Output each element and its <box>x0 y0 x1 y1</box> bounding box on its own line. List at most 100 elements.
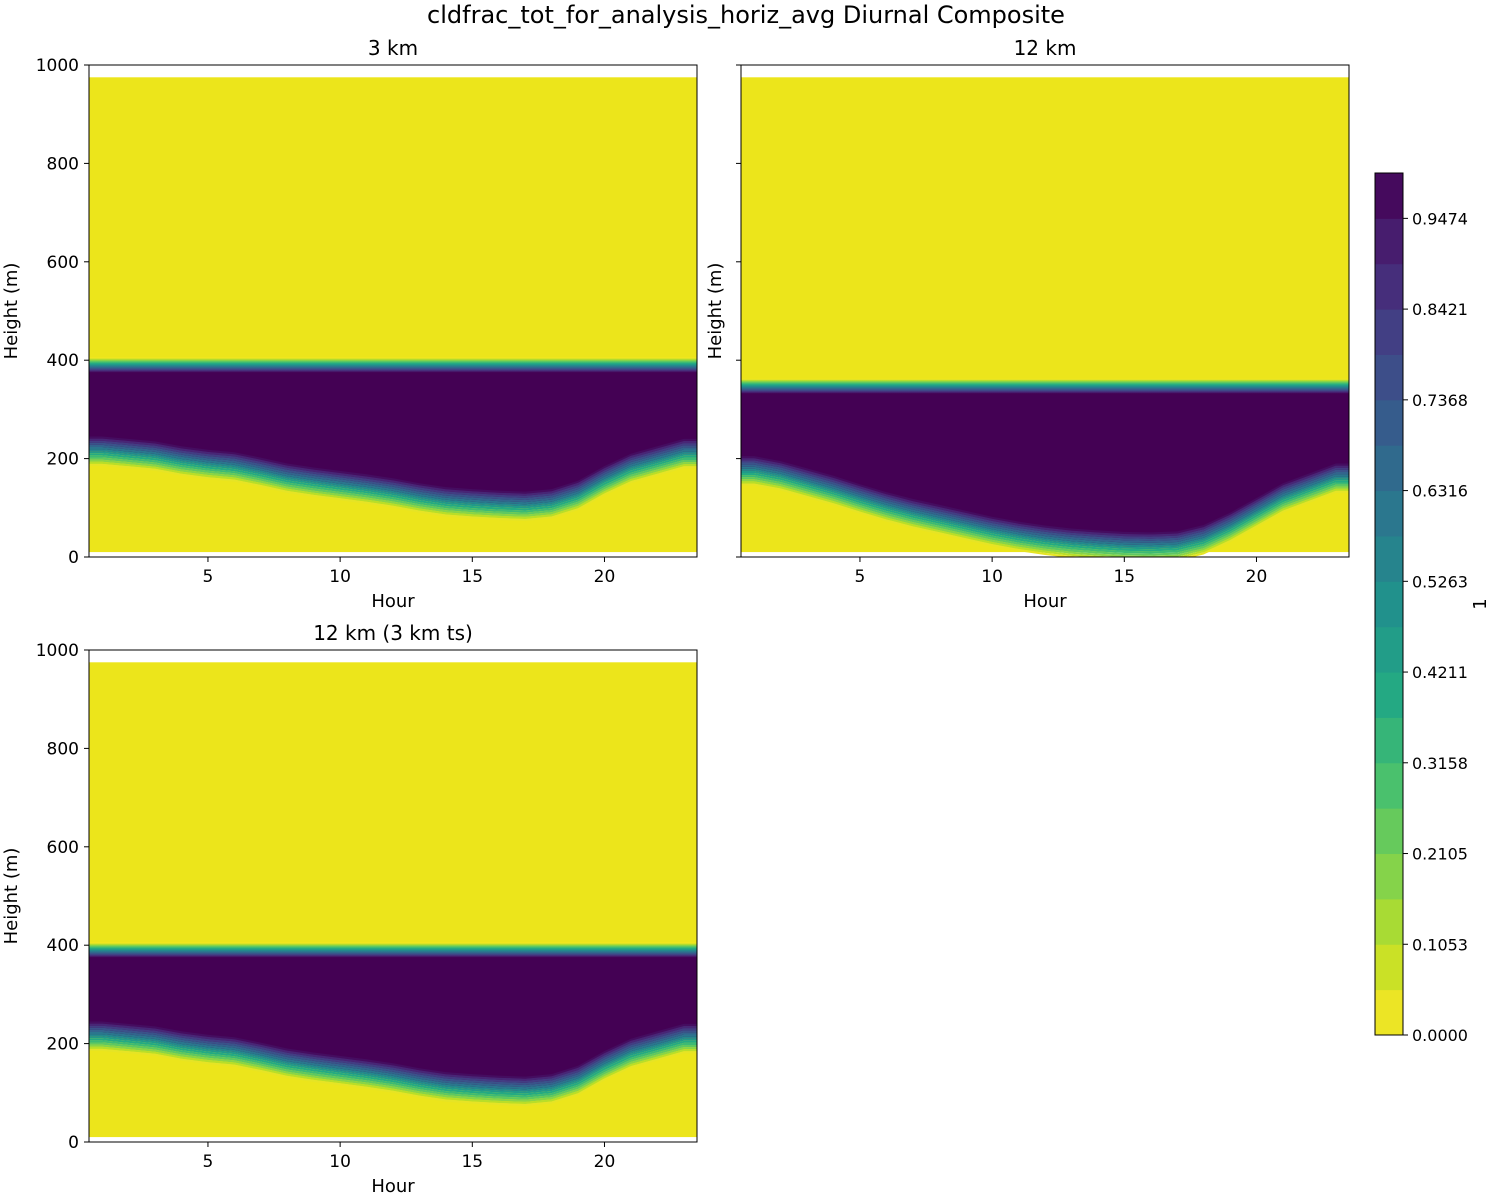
cloud-base-band <box>89 1025 697 1083</box>
colorbar-band <box>1375 853 1403 900</box>
cloud-base-band <box>89 463 697 522</box>
suptitle: cldfrac_tot_for_analysis_horiz_avg Diurn… <box>427 1 1065 29</box>
cloud-base-band <box>89 444 697 503</box>
y-axis-label: Height (m) <box>1 848 22 945</box>
x-axis-label: Hour <box>1023 591 1067 612</box>
colorbar-band <box>1375 354 1403 401</box>
y-tick-label: 0 <box>68 548 79 568</box>
x-tick-label: 10 <box>329 1152 351 1172</box>
cloud-base-band <box>89 1029 697 1088</box>
colorbar-band <box>1375 989 1403 1036</box>
cloud-top-transition <box>89 357 697 373</box>
axes-frame <box>740 64 1350 558</box>
colorbar-frame <box>1374 172 1404 1036</box>
x-tick-label: 10 <box>981 567 1003 587</box>
cloud-base-band <box>89 449 697 507</box>
cloud-base-band <box>89 1036 697 1094</box>
colorbar-band <box>1375 535 1403 582</box>
cloud-base-band <box>89 1023 697 1081</box>
y-axis-label: Height (m) <box>705 263 726 360</box>
colorbar-tick-label: 0.9474 <box>1412 209 1468 228</box>
y-tick-label: 200 <box>47 450 79 470</box>
y-tick-label: 800 <box>47 154 79 174</box>
y-tick-label: 1000 <box>36 56 79 76</box>
cloud-base-band <box>89 442 697 500</box>
colorbar-band <box>1375 626 1403 673</box>
colorbar-tick-label: 0.5263 <box>1412 572 1468 591</box>
cloud-base-band <box>89 436 697 494</box>
colorbar-band <box>1375 309 1403 355</box>
colorbar-tick-label: 0.6316 <box>1412 482 1468 501</box>
colorbar-tick-label: 0.0000 <box>1412 1026 1468 1045</box>
cloud-base-band <box>89 440 697 498</box>
cloud-base-band <box>89 1021 697 1079</box>
panel-3: 12 km (3 km ts)5 10 15 2002004006008001000H… <box>1 621 698 1197</box>
colorbar-tick-label: 0.4211 <box>1412 663 1468 682</box>
x-tick-label: 10 <box>329 567 351 587</box>
cloud-base-band <box>89 1044 697 1102</box>
cloud-top-transition <box>741 378 1349 394</box>
colorbar-tick-label: 0.7368 <box>1412 391 1468 410</box>
panel-title: 12 km (3 km ts) <box>313 621 473 645</box>
y-tick-label: 600 <box>47 838 79 858</box>
y-tick-label: 400 <box>47 351 79 371</box>
colorbar: 0.0000 0.1053 0.2105 0.3158 0.4211 0.5263 0.63… <box>1374 172 1491 1045</box>
x-tick-label: 15 <box>461 567 483 587</box>
cloud-base-band <box>89 451 697 509</box>
y-tick-label: 600 <box>47 253 79 273</box>
colorbar-band <box>1375 808 1403 855</box>
x-tick-label: 5 <box>203 567 214 587</box>
x-tick-label: 20 <box>594 1152 616 1172</box>
cloud-base-band <box>89 1040 697 1098</box>
colorbar-band <box>1375 717 1403 764</box>
colorbar-band <box>1375 672 1403 718</box>
cloud-base-band <box>89 461 697 519</box>
axes-frame <box>88 64 698 558</box>
cloud-base-band <box>89 1042 697 1100</box>
colorbar-band <box>1375 898 1403 945</box>
panel-title: 3 km <box>368 36 418 60</box>
x-tick-label: 15 <box>1113 567 1135 587</box>
colorbar-label: 1 <box>1470 598 1491 609</box>
colorbar-band <box>1375 762 1403 809</box>
cloud-base-band <box>89 1046 697 1104</box>
cloud-base-band <box>89 459 697 517</box>
x-tick-label: 5 <box>203 1152 214 1172</box>
heatmap-field <box>741 77 1349 557</box>
cloud-base-band <box>89 1034 697 1092</box>
colorbar-band <box>1375 399 1403 446</box>
cloud-base-band <box>89 1027 697 1085</box>
colorbar-band <box>1375 263 1403 310</box>
axes-frame <box>88 649 698 1143</box>
colorbar-band <box>1375 944 1403 991</box>
y-tick-label: 1000 <box>36 641 79 661</box>
cloud-base-band <box>89 1038 697 1096</box>
cloud-base-band <box>89 1032 697 1090</box>
cloud-base-band <box>89 457 697 515</box>
colorbar-tick-label: 0.3158 <box>1412 754 1468 773</box>
panel-title: 12 km <box>1014 36 1077 60</box>
y-tick-label: 200 <box>47 1035 79 1055</box>
y-tick-label: 800 <box>47 739 79 759</box>
x-tick-label: 5 <box>855 567 866 587</box>
panel-2: 12 km 5 10 15 20 Hour Height (m) <box>705 36 1350 612</box>
colorbar-tick-label: 0.1053 <box>1412 935 1468 954</box>
x-tick-label: 20 <box>594 567 616 587</box>
x-tick-label: 15 <box>461 1152 483 1172</box>
colorbar-band <box>1375 218 1403 265</box>
colorbar-band <box>1375 581 1403 628</box>
colorbar-tick-label: 0.2105 <box>1412 845 1468 864</box>
x-tick-label: 20 <box>1246 567 1268 587</box>
cloud-layer <box>89 950 697 1092</box>
colorbar-tick-label: 0.8421 <box>1412 300 1468 319</box>
y-tick-label: 0 <box>68 1133 79 1153</box>
cloud-top-transition <box>89 942 697 958</box>
cloud-base-band <box>89 447 697 505</box>
colorbar-band <box>1375 490 1403 537</box>
cloud-base-band <box>89 438 697 496</box>
cloud-base-band <box>89 455 697 513</box>
x-axis-label: Hour <box>371 591 415 612</box>
